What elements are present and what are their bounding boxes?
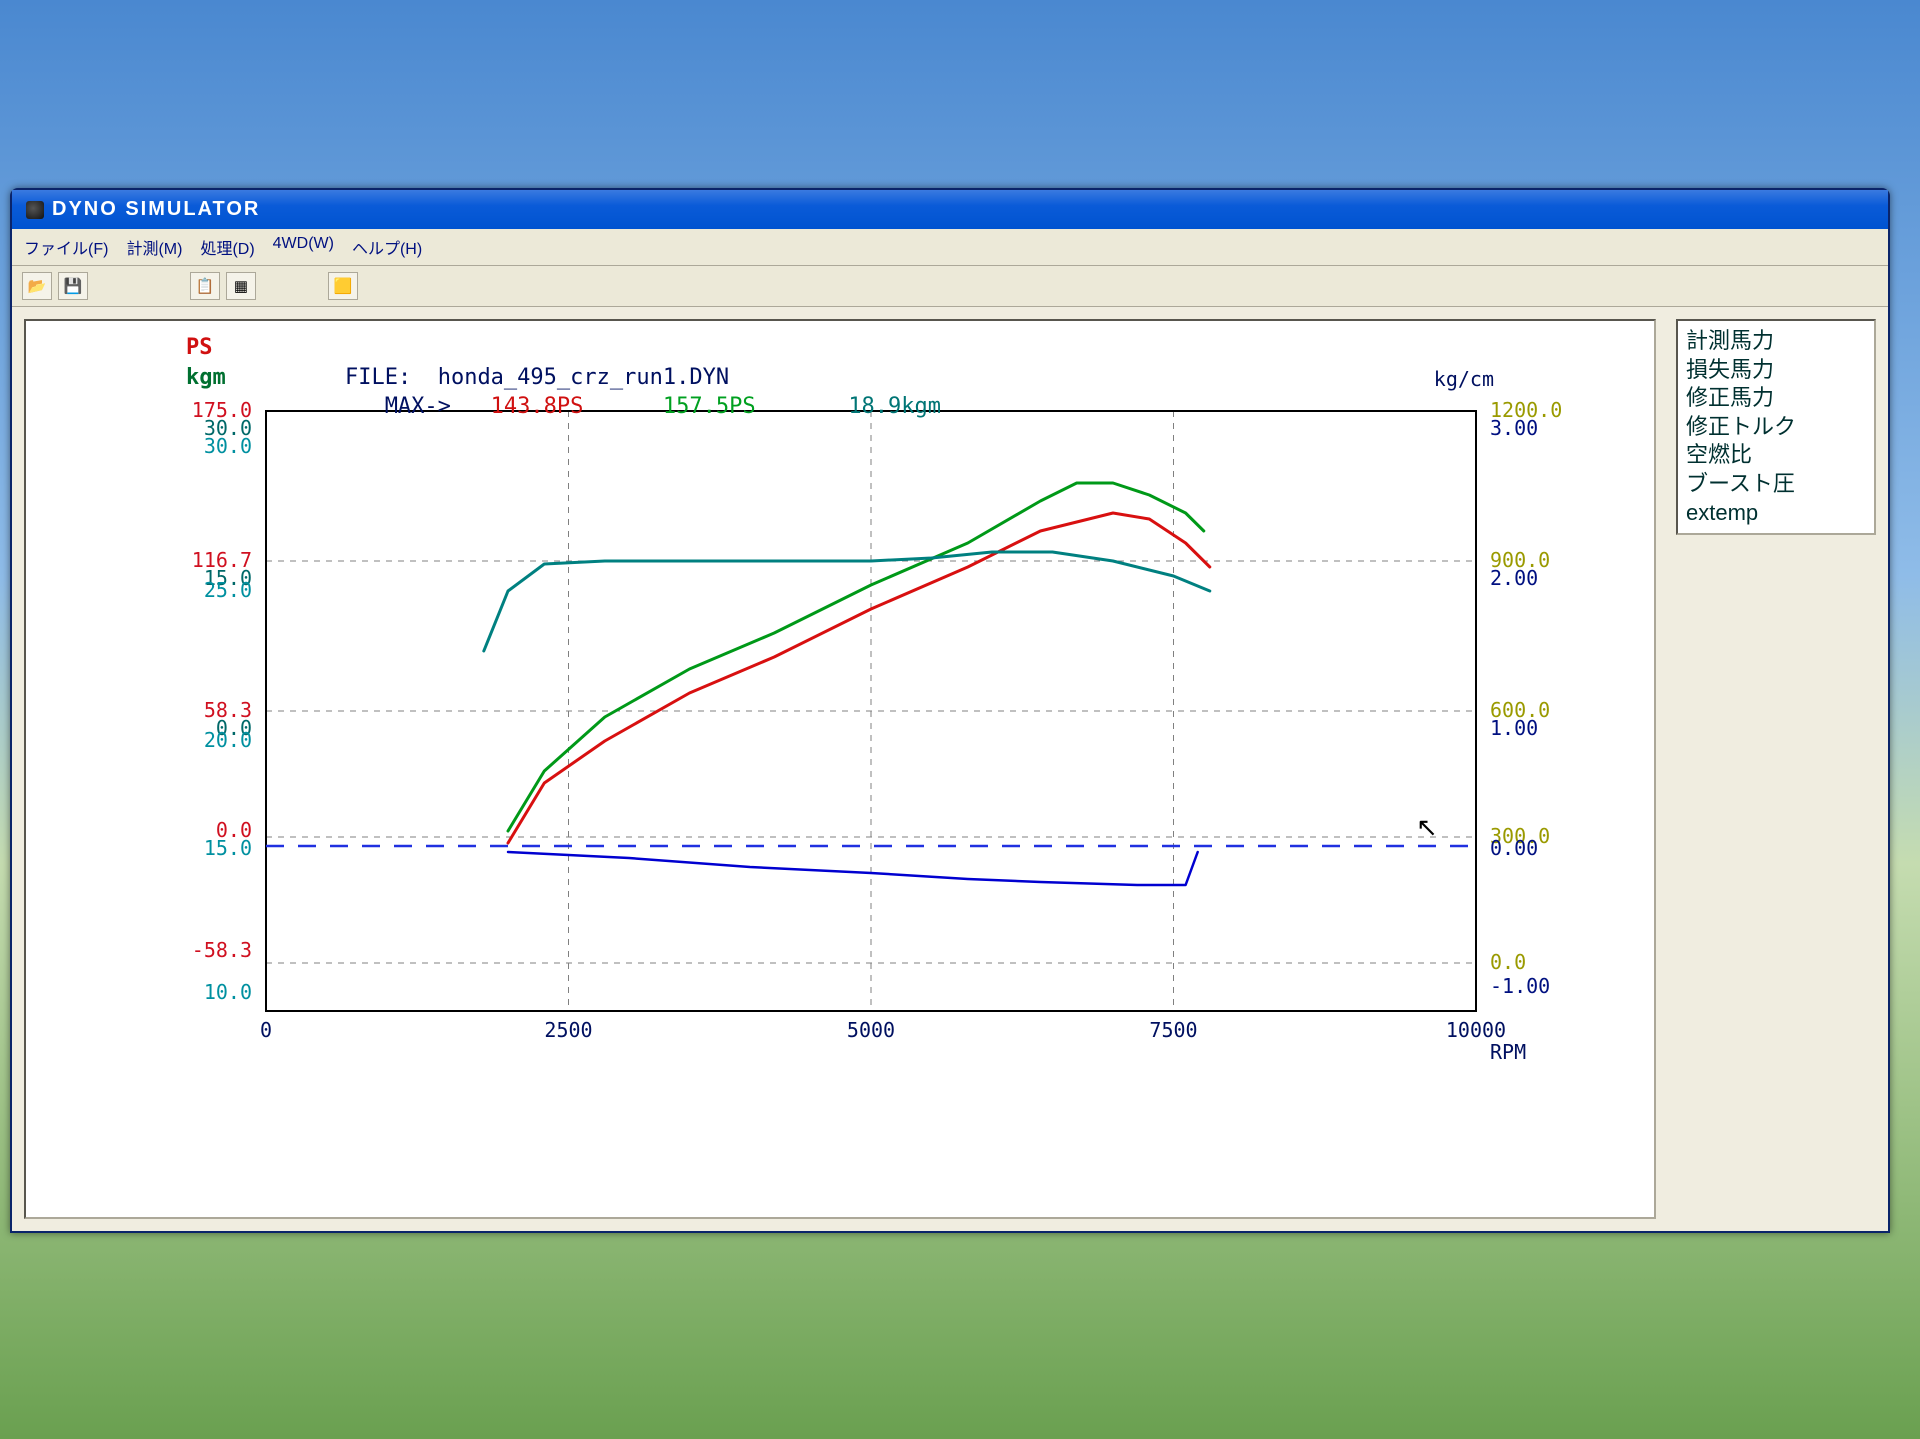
- svg-text:7500: 7500: [1149, 1018, 1197, 1042]
- chart-pane: PS kgm FILE: honda_495_crz_run1.DYN MAX-…: [24, 319, 1656, 1219]
- content-area: PS kgm FILE: honda_495_crz_run1.DYN MAX-…: [12, 307, 1888, 1231]
- menu-4wd[interactable]: 4WD(W): [273, 235, 334, 259]
- svg-text:-58.3: -58.3: [192, 938, 252, 962]
- grid-button[interactable]: ▦: [226, 272, 256, 300]
- legend-l5: 空燃比: [1686, 441, 1866, 470]
- file-name: honda_495_crz_run1.DYN: [438, 365, 729, 390]
- menu-file[interactable]: ファイル(F): [24, 235, 108, 259]
- side-pane: 計測馬力 損失馬力 修正馬力 修正トルク 空燃比 ブースト圧 extemp: [1676, 319, 1876, 1219]
- svg-text:0.00: 0.00: [1490, 836, 1538, 860]
- svg-text:0: 0: [260, 1018, 272, 1042]
- svg-text:10000: 10000: [1446, 1018, 1506, 1042]
- svg-text:↖: ↖: [1416, 812, 1438, 842]
- open-button[interactable]: 📂: [22, 272, 52, 300]
- legend-l2: 損失馬力: [1686, 356, 1866, 385]
- svg-text:1.00: 1.00: [1490, 716, 1538, 740]
- svg-text:20.0: 20.0: [204, 728, 252, 752]
- max-kgm: 18.9kgm: [848, 394, 941, 419]
- legend-l6: ブースト圧: [1686, 470, 1866, 499]
- svg-text:30.0: 30.0: [204, 434, 252, 458]
- file-label: FILE:: [345, 365, 411, 390]
- table-button[interactable]: 📋: [190, 272, 220, 300]
- window-title: DYNO SIMULATOR: [52, 198, 260, 221]
- titlebar[interactable]: DYNO SIMULATOR: [12, 190, 1888, 229]
- menu-help[interactable]: ヘルプ(H): [352, 235, 422, 259]
- svg-text:2.00: 2.00: [1490, 566, 1538, 590]
- svg-text:0.0: 0.0: [1490, 950, 1526, 974]
- legend-l3: 修正馬力: [1686, 384, 1866, 413]
- legend-l4: 修正トルク: [1686, 413, 1866, 442]
- chart-header: PS kgm FILE: honda_495_crz_run1.DYN MAX-…: [186, 333, 941, 422]
- save-button[interactable]: 💾: [58, 272, 88, 300]
- max-label: MAX->: [385, 394, 451, 419]
- menu-process[interactable]: 処理(D): [200, 235, 254, 259]
- app-icon: [26, 201, 44, 219]
- svg-text:5000: 5000: [847, 1018, 895, 1042]
- color-button[interactable]: 🟨: [328, 272, 358, 300]
- menu-measure[interactable]: 計測(M): [126, 235, 182, 259]
- ps-label: PS: [186, 335, 213, 360]
- svg-text:2500: 2500: [544, 1018, 592, 1042]
- svg-text:-1.00: -1.00: [1490, 974, 1550, 998]
- svg-text:10.0: 10.0: [204, 980, 252, 1004]
- svg-text:25.0: 25.0: [204, 578, 252, 602]
- dyno-chart: 175.0116.758.30.0-58.330.015.00.030.025.…: [36, 331, 1636, 1081]
- kgm-label: kgm: [186, 365, 226, 390]
- max-ps-green: 157.5PS: [663, 394, 756, 419]
- legend-box: 計測馬力 損失馬力 修正馬力 修正トルク 空燃比 ブースト圧 extemp: [1676, 319, 1876, 535]
- toolbar: 📂 💾 📋 ▦ 🟨: [12, 266, 1888, 307]
- right-unit-label: kg/cm: [1434, 367, 1494, 391]
- legend-l1: 計測馬力: [1686, 327, 1866, 356]
- svg-text:RPM: RPM: [1490, 1040, 1526, 1064]
- svg-text:15.0: 15.0: [204, 836, 252, 860]
- menubar: ファイル(F) 計測(M) 処理(D) 4WD(W) ヘルプ(H): [12, 229, 1888, 266]
- max-ps-red: 143.8PS: [491, 394, 584, 419]
- app-window: DYNO SIMULATOR ファイル(F) 計測(M) 処理(D) 4WD(W…: [10, 188, 1890, 1233]
- svg-text:3.00: 3.00: [1490, 416, 1538, 440]
- legend-l7: extemp: [1686, 499, 1866, 528]
